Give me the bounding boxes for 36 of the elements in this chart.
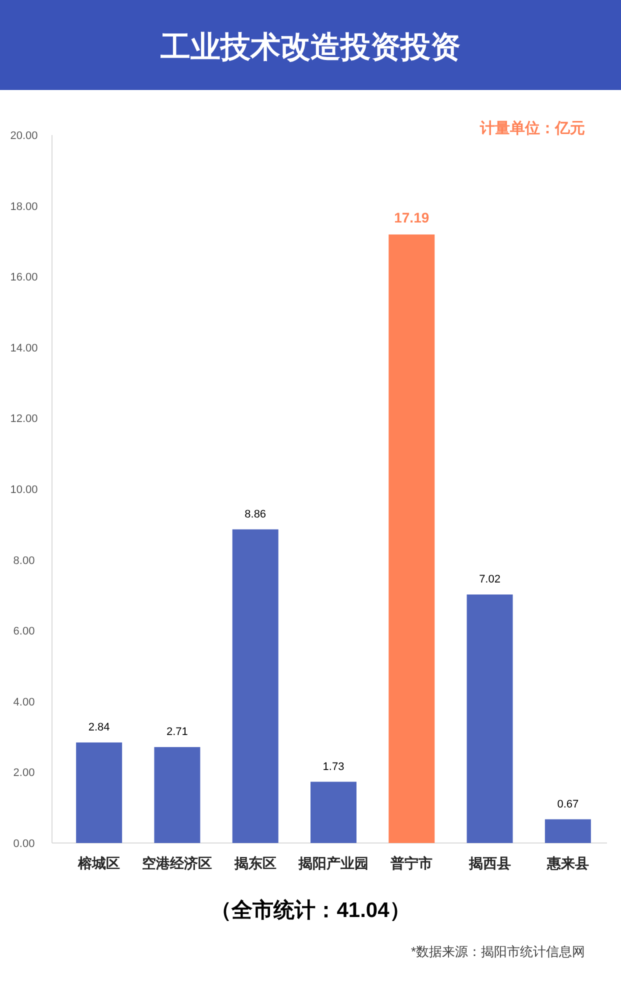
bar bbox=[76, 742, 122, 843]
y-tick-label: 10.00 bbox=[10, 484, 38, 496]
y-tick-label: 2.00 bbox=[13, 767, 35, 780]
y-tick-label: 6.00 bbox=[13, 626, 35, 638]
bar bbox=[388, 234, 435, 843]
text: *数据来源：揭阳市统计信息网 bbox=[410, 944, 585, 959]
y-tick-label: 12.00 bbox=[10, 413, 38, 426]
bar bbox=[154, 747, 200, 843]
data-label: 17.19 bbox=[394, 209, 430, 226]
data-label: 2.84 bbox=[88, 721, 110, 734]
data-label: 2.71 bbox=[166, 726, 188, 738]
y-tick-label: 14.00 bbox=[10, 342, 38, 354]
x-tick-label: 揭西县 bbox=[468, 855, 511, 871]
data-label: 8.86 bbox=[244, 508, 266, 520]
y-tick-label: 4.00 bbox=[13, 696, 35, 708]
y-tick-label: 16.00 bbox=[10, 272, 38, 284]
data-label: 0.67 bbox=[557, 798, 579, 810]
bar bbox=[466, 594, 513, 843]
bar bbox=[544, 819, 591, 843]
data-label: 7.02 bbox=[479, 573, 500, 586]
x-tick-label: 空港经济区 bbox=[142, 855, 212, 871]
x-tick-label: 普宁市 bbox=[390, 855, 433, 871]
data-label: 1.73 bbox=[322, 760, 344, 773]
y-tick-label: 20.00 bbox=[10, 130, 38, 142]
x-tick-label: 榕城区 bbox=[77, 855, 120, 871]
x-tick-label: 揭阳产业园 bbox=[298, 855, 368, 871]
text: （全市统计：41.04） bbox=[210, 898, 410, 922]
bar bbox=[310, 782, 356, 843]
chart-title: 工业技术改造投资投资 bbox=[160, 31, 460, 64]
x-tick-label: 揭东区 bbox=[233, 855, 276, 871]
annotation: 计量单位：亿元 bbox=[479, 120, 585, 137]
y-tick-label: 18.00 bbox=[10, 200, 38, 213]
y-tick-label: 0.00 bbox=[13, 838, 35, 850]
x-tick-label: 惠来县 bbox=[546, 855, 589, 871]
bar bbox=[232, 529, 278, 843]
y-tick-label: 8.00 bbox=[13, 554, 35, 567]
